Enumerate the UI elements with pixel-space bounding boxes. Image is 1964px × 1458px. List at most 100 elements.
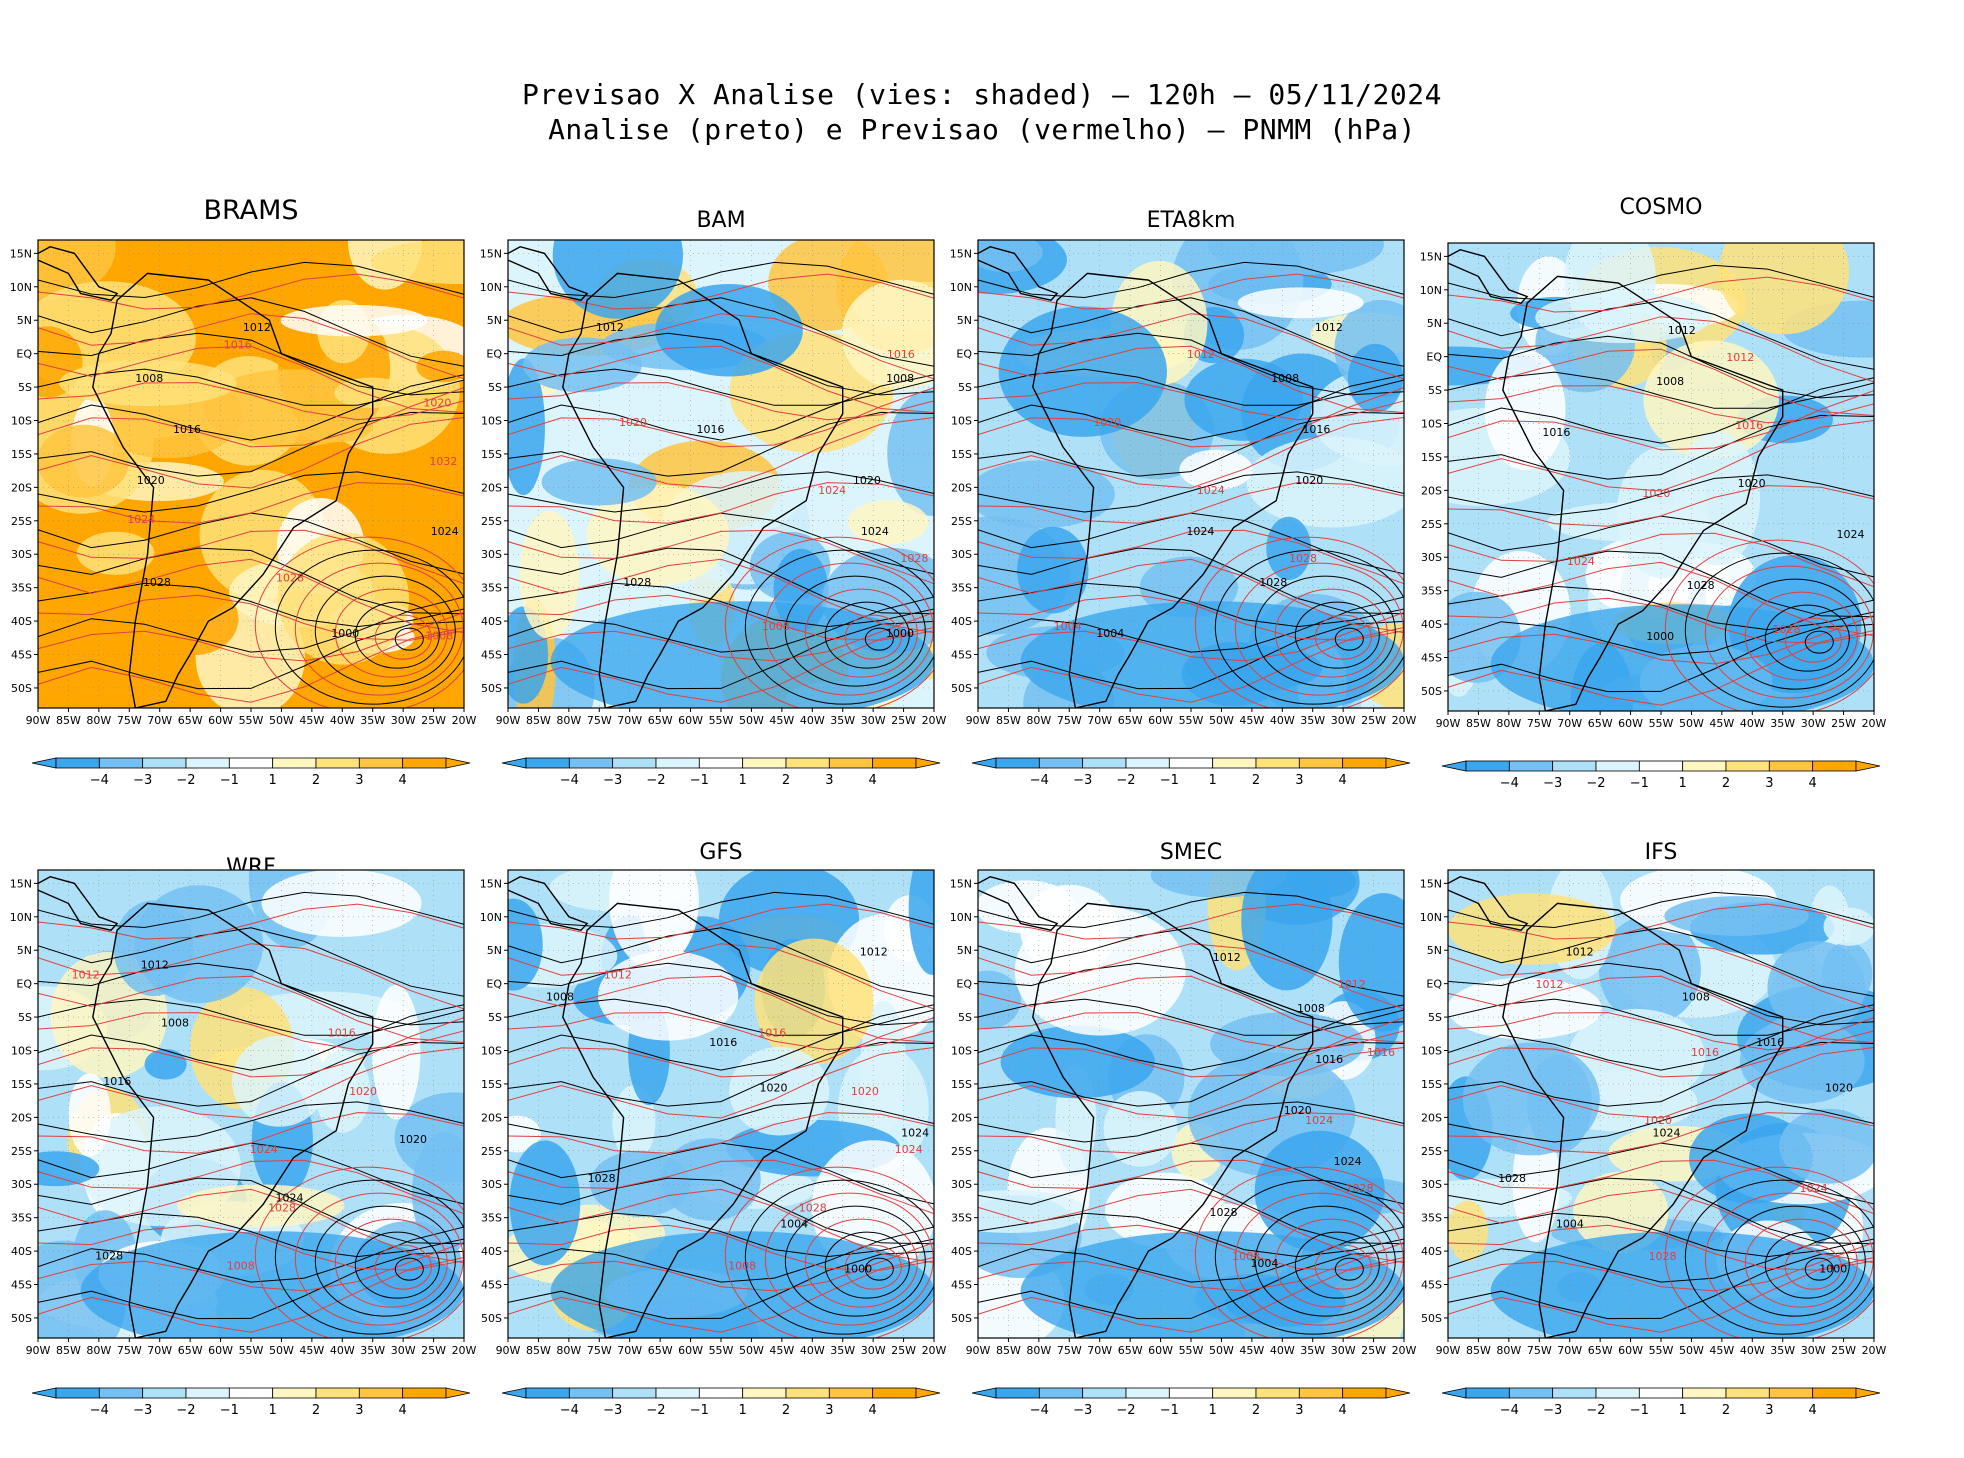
forecast-contour bbox=[508, 313, 934, 380]
forecast-contour bbox=[38, 1112, 464, 1154]
y-tick-label: 30S bbox=[951, 548, 972, 561]
x-tick-label: 50W bbox=[269, 714, 294, 727]
x-tick-label: 25W bbox=[1831, 717, 1856, 730]
colorbar-arrow-right bbox=[1385, 757, 1411, 769]
high-pressure-contour bbox=[1684, 1179, 1874, 1335]
analysis-contour bbox=[978, 547, 1404, 615]
y-tick-label: 25S bbox=[1421, 1145, 1442, 1158]
forecast-contour-label: 1008 bbox=[728, 1260, 756, 1273]
analysis-contour bbox=[508, 1226, 934, 1283]
analysis-contour bbox=[38, 962, 464, 1026]
y-tick-label: 5S bbox=[488, 381, 502, 394]
y-tick-label: EQ bbox=[486, 348, 502, 361]
y-tick-label: 30S bbox=[951, 1178, 972, 1191]
x-tick-label: 90W bbox=[26, 714, 51, 727]
colorbar-arrow-left bbox=[501, 1387, 527, 1399]
x-tick-label: 40W bbox=[1270, 714, 1295, 727]
x-tick-label: 45W bbox=[1709, 717, 1734, 730]
colorbar-label: 2 bbox=[1722, 1403, 1730, 1418]
colorbar-label: −1 bbox=[220, 1403, 239, 1418]
analysis-contour-label: 1004 bbox=[1556, 1217, 1584, 1230]
analysis-contour-label: 1012 bbox=[596, 321, 624, 334]
y-tick-label: 40S bbox=[481, 1245, 502, 1258]
x-tick-label: 80W bbox=[556, 714, 581, 727]
bias-blob bbox=[261, 870, 422, 937]
y-tick-label: 10S bbox=[951, 1045, 972, 1058]
colorbar-swatch bbox=[568, 1387, 614, 1399]
y-tick-label: 50S bbox=[951, 1312, 972, 1325]
analysis-contour-label: 1008 bbox=[1271, 372, 1299, 385]
analysis-contour-label: 1012 bbox=[141, 958, 169, 971]
high-pressure-contour bbox=[764, 562, 934, 696]
y-tick-label: 5S bbox=[958, 1011, 972, 1024]
forecast-contour-label: 1004 bbox=[1054, 620, 1082, 633]
colorbar-label: −4 bbox=[90, 773, 109, 788]
colorbar-label: 2 bbox=[312, 1403, 320, 1418]
analysis-contour bbox=[38, 1226, 464, 1283]
colorbar-arrow-left bbox=[31, 757, 57, 769]
y-tick-label: EQ bbox=[1426, 351, 1442, 364]
colorbar-swatch bbox=[98, 1387, 144, 1399]
y-tick-label: EQ bbox=[1426, 978, 1442, 991]
bias-blob bbox=[1014, 906, 1186, 1036]
high-pressure-contour bbox=[314, 575, 456, 687]
analysis-contour-label: 1016 bbox=[173, 423, 201, 436]
y-tick-label: 10N bbox=[950, 281, 972, 294]
y-tick-label: 30S bbox=[1421, 551, 1442, 564]
analysis-contour-label: 1016 bbox=[1542, 426, 1570, 439]
colorbar-swatch bbox=[612, 757, 657, 769]
y-tick-label: 10N bbox=[480, 911, 502, 924]
forecast-contour-label: 1016 bbox=[758, 1027, 786, 1040]
forecast-contour bbox=[1448, 485, 1874, 527]
analysis-contour bbox=[1448, 1250, 1874, 1320]
forecast-contour bbox=[508, 627, 934, 703]
analysis-contour-label: 1020 bbox=[760, 1081, 788, 1094]
analysis-contour bbox=[508, 620, 934, 690]
x-tick-label: 35W bbox=[830, 714, 855, 727]
bias-blob bbox=[522, 337, 642, 393]
x-tick-label: 75W bbox=[1527, 1344, 1552, 1357]
colorbar-swatch bbox=[315, 1387, 360, 1399]
analysis-contour bbox=[508, 297, 934, 367]
analysis-contour bbox=[1448, 550, 1874, 618]
analysis-contour bbox=[508, 1004, 934, 1071]
analysis-contour bbox=[508, 998, 934, 1036]
analysis-contour bbox=[1448, 474, 1874, 516]
colorbar-label: −2 bbox=[1586, 1403, 1605, 1418]
x-tick-label: 25W bbox=[1361, 1344, 1386, 1357]
x-tick-label: 50W bbox=[1209, 1344, 1234, 1357]
bias-blob bbox=[1718, 243, 1849, 335]
high-pressure-contour bbox=[1664, 1166, 1874, 1338]
y-tick-label: 10S bbox=[951, 415, 972, 428]
y-tick-label: 5N bbox=[1427, 317, 1442, 330]
bias-blob bbox=[978, 1190, 1089, 1233]
analysis-contour bbox=[508, 1250, 934, 1320]
x-tick-label: 90W bbox=[966, 1344, 991, 1357]
forecast-contour bbox=[38, 612, 464, 662]
y-tick-label: 10S bbox=[11, 415, 32, 428]
analysis-contour bbox=[38, 620, 464, 690]
forecast-contour bbox=[38, 313, 464, 380]
colorbar-swatch bbox=[1682, 760, 1727, 772]
forecast-contour-label: 1016 bbox=[887, 348, 915, 361]
forecast-contour-label: 1028 bbox=[799, 1201, 827, 1214]
y-tick-label: 30S bbox=[11, 1178, 32, 1191]
colorbar-label: 4 bbox=[1339, 1403, 1347, 1418]
x-tick-label: 35W bbox=[830, 1344, 855, 1357]
forecast-contour bbox=[508, 1224, 934, 1271]
forecast-contour-label: 1020 bbox=[851, 1085, 879, 1098]
x-tick-label: 25W bbox=[1361, 714, 1386, 727]
colorbar-arrow-left bbox=[1441, 760, 1467, 772]
analysis-contour-label: 1020 bbox=[137, 474, 165, 487]
y-tick-label: 20S bbox=[1421, 1111, 1442, 1124]
x-tick-label: 85W bbox=[56, 714, 81, 727]
colorbar-arrow-left bbox=[971, 757, 997, 769]
x-tick-label: 60W bbox=[1618, 1344, 1643, 1357]
y-tick-label: 25S bbox=[11, 1145, 32, 1158]
x-tick-label: 40W bbox=[1270, 1344, 1295, 1357]
x-tick-label: 40W bbox=[800, 1344, 825, 1357]
forecast-contour bbox=[978, 903, 1404, 940]
y-tick-label: 50S bbox=[1421, 1312, 1442, 1325]
analysis-contour-label: 1016 bbox=[103, 1075, 131, 1088]
bias-blob bbox=[1000, 1025, 1155, 1099]
